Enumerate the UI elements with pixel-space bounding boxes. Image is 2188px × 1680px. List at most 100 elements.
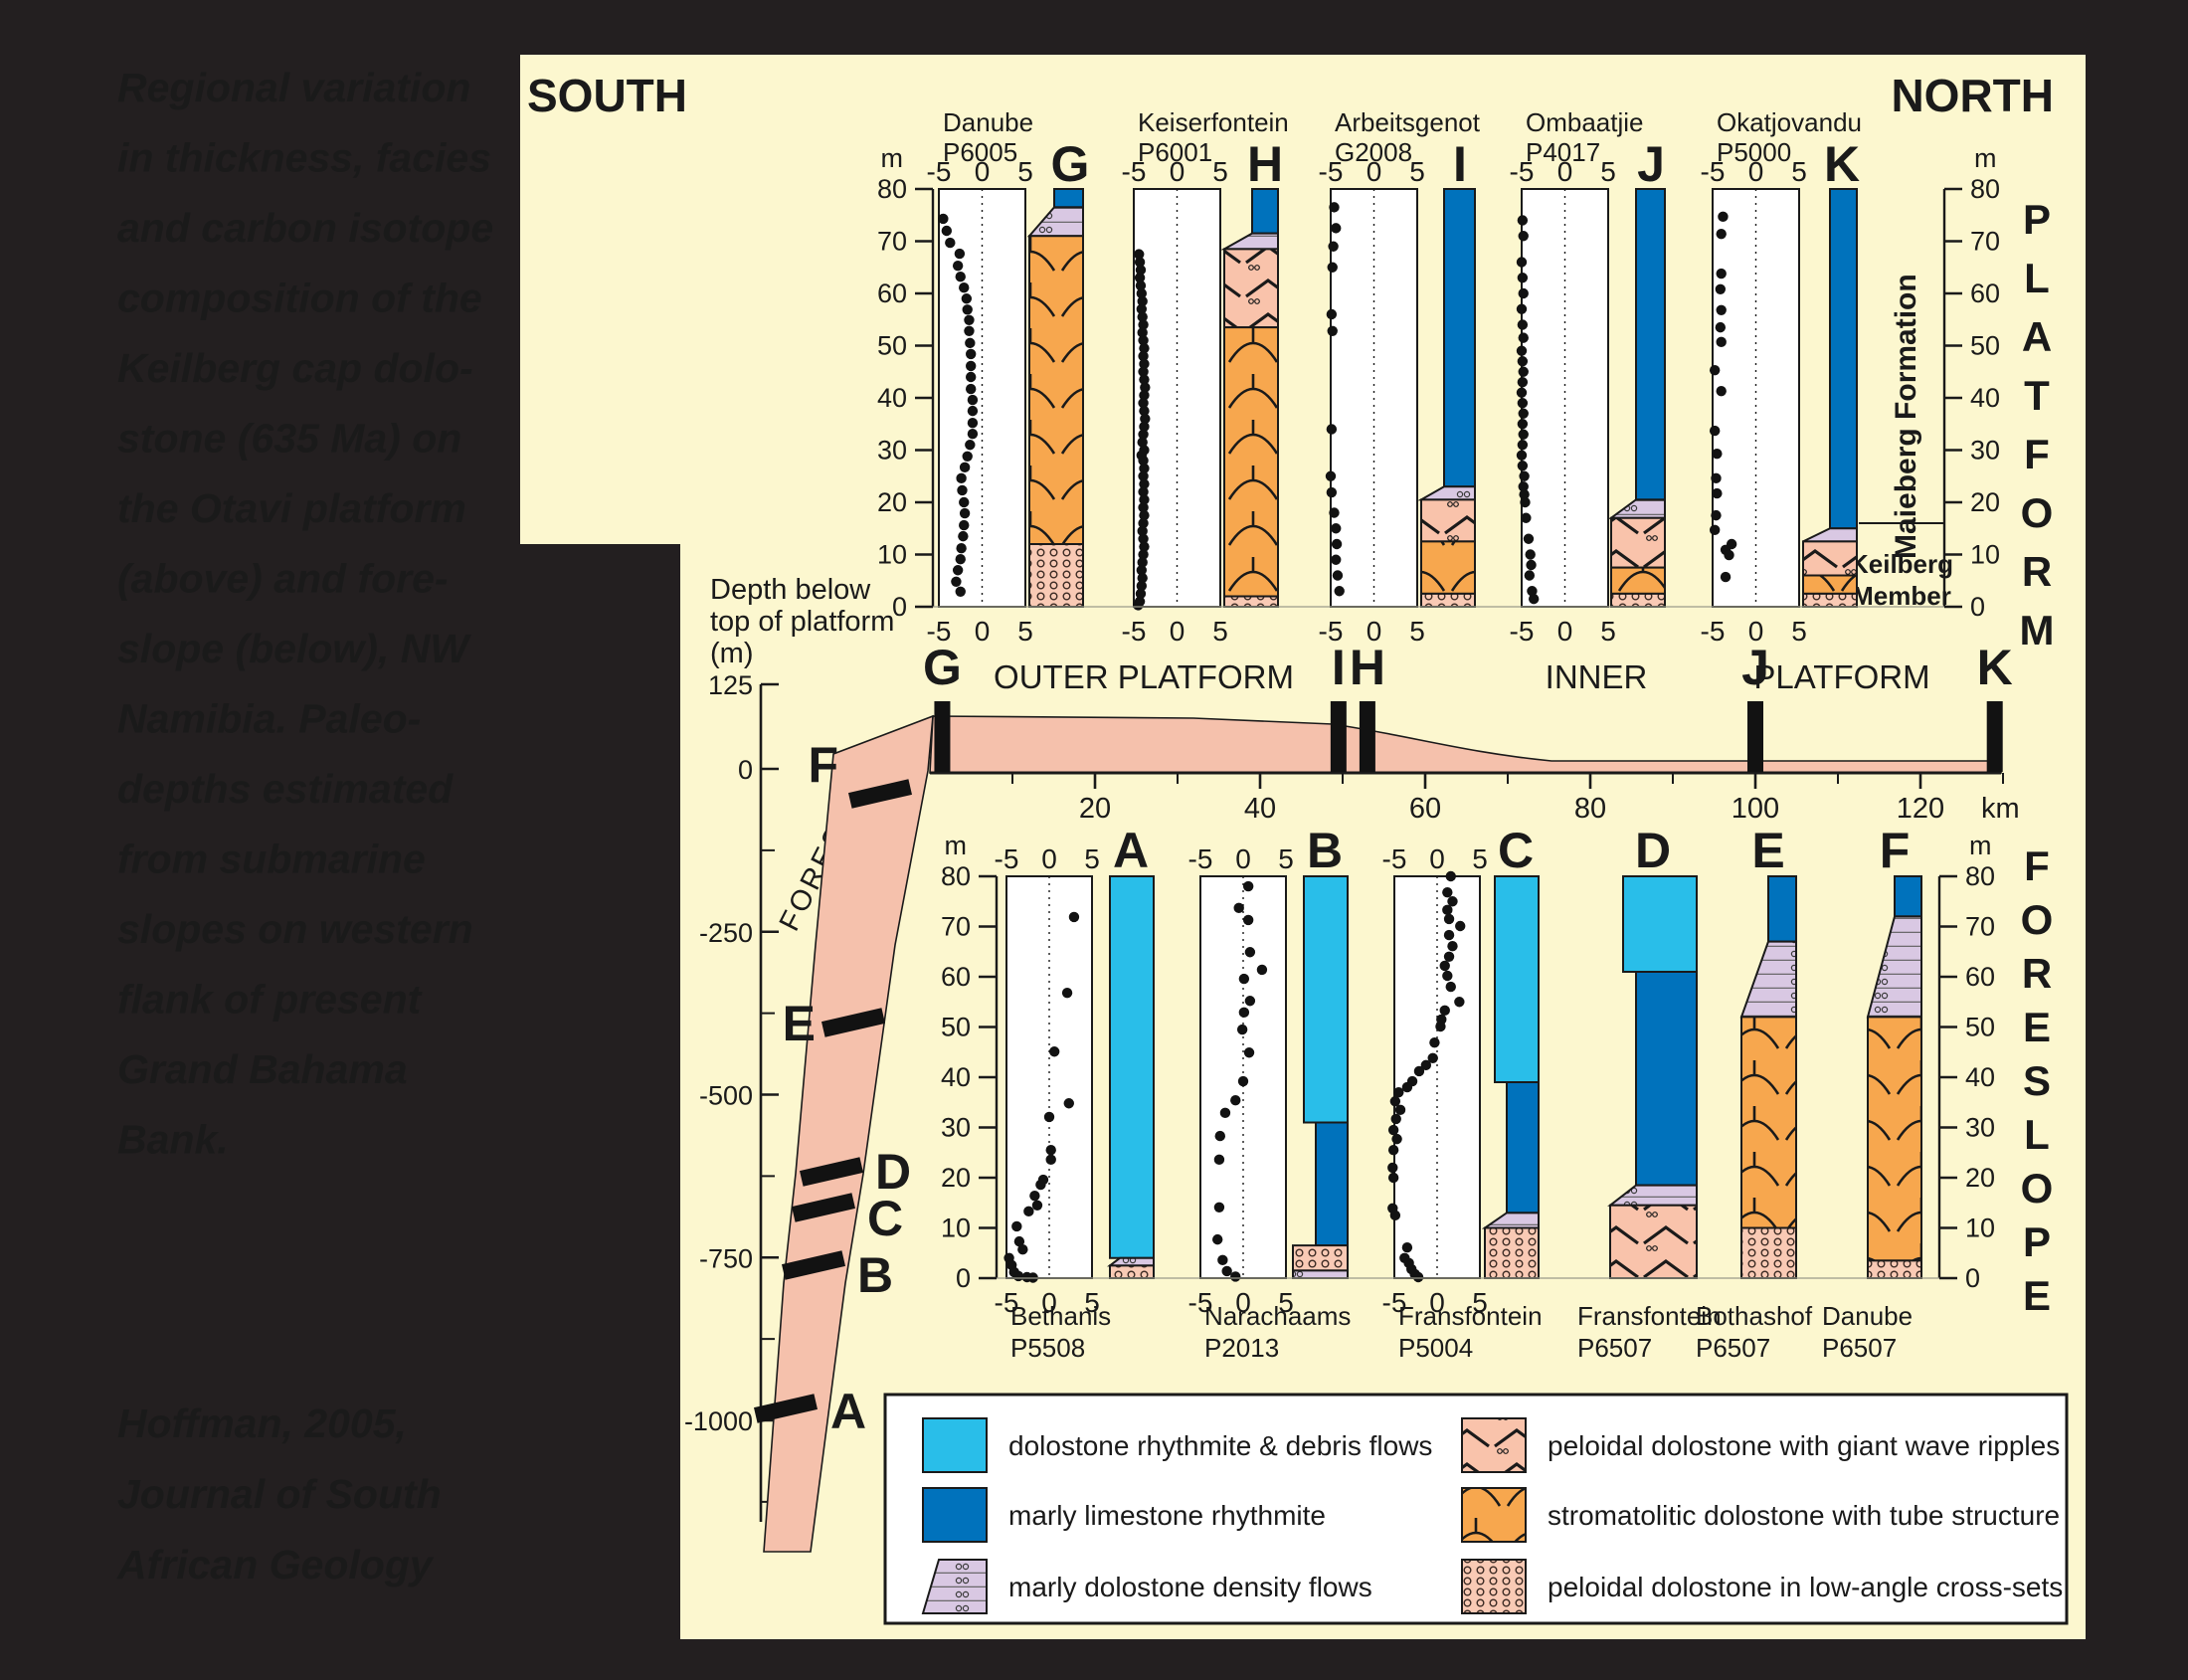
isotope-point	[955, 554, 966, 565]
isotope-point	[965, 337, 976, 349]
lith-layer-dots	[1867, 1259, 1922, 1279]
isotope-point	[1520, 496, 1531, 508]
legend-label: peloidal dolostone with giant wave rippl…	[1548, 1430, 2060, 1461]
isotope-point	[1517, 440, 1529, 451]
isotope-point	[1711, 509, 1722, 521]
slope-marker-A	[753, 1394, 819, 1423]
isotope-point	[1427, 1052, 1438, 1064]
lith-layer-blue	[1894, 875, 1922, 918]
legend-label: peloidal dolostone in low-angle cross-se…	[1548, 1572, 2063, 1602]
isotope-point	[1328, 241, 1339, 252]
isotope-point	[962, 304, 973, 315]
isotope-point	[1139, 358, 1150, 370]
label-maieberg-formation: Maieberg Formation	[1890, 274, 1922, 559]
isotope-point	[1136, 287, 1148, 299]
isotope-point	[1709, 524, 1721, 536]
isotope-point	[965, 360, 977, 372]
depth-tick-label: 0	[738, 755, 753, 785]
lith-layer-blue	[1635, 970, 1698, 1187]
legend-swatch-strom	[1461, 1487, 1527, 1543]
foreslope-vertical-letter: E	[2023, 1272, 2051, 1319]
isotope-tick-top: 5	[1600, 156, 1616, 187]
isotope-tick-top: 0	[1429, 843, 1445, 874]
isotope-point	[1516, 303, 1528, 314]
isotope-point	[1519, 470, 1530, 481]
isotope-tick-top: 5	[1472, 843, 1488, 874]
label-north: NORTH	[1891, 70, 2054, 121]
m-tick-label: 10	[1965, 1213, 1995, 1243]
isotope-point	[1061, 987, 1073, 999]
isotope-point	[1716, 268, 1727, 280]
isotope-point	[1230, 1095, 1241, 1106]
section-marker-K	[1986, 701, 2003, 772]
m-tick-label: 70	[1970, 227, 2000, 257]
legend-swatch-dots	[1461, 1559, 1527, 1614]
lith-layer-dots	[1484, 1226, 1540, 1279]
isotope-point	[1326, 308, 1338, 320]
isotope-point	[1138, 470, 1149, 481]
isotope-tick-top: -5	[1122, 156, 1147, 187]
isotope-point	[1447, 940, 1458, 952]
isotope-point	[1017, 1244, 1028, 1255]
isotope-point	[1139, 421, 1150, 433]
isotope-point	[1139, 541, 1150, 552]
isotope-point	[1135, 265, 1147, 276]
section-marker-letter: J	[1741, 640, 1769, 695]
isotope-tick-bottom: 5	[1472, 1287, 1488, 1318]
m-tick-label: 60	[1970, 279, 2000, 308]
caption-line: stone (635 Ma) on	[117, 416, 461, 462]
isotope-point	[1139, 463, 1150, 474]
isotope-point	[1517, 419, 1529, 430]
label-outer-platform: OUTER PLATFORM	[994, 658, 1294, 695]
isotope-point	[967, 429, 979, 440]
lith-layer-strom	[1420, 540, 1476, 595]
lith-layer-blue	[1767, 875, 1797, 943]
isotope-point	[1138, 429, 1149, 440]
isotope-point	[1716, 336, 1727, 348]
isotope-point	[941, 225, 953, 237]
platform-vertical-letter: A	[2022, 313, 2052, 360]
caption-line: (above) and fore-	[117, 556, 449, 602]
isotope-point	[1242, 914, 1254, 926]
isotope-tick-bottom: 0	[1235, 1287, 1251, 1318]
isotope-point	[1393, 1086, 1404, 1098]
lith-layer-cyan	[1622, 875, 1698, 973]
isotope-point	[1439, 1005, 1450, 1017]
lith-layer-strom	[1223, 326, 1279, 598]
isotope-point	[1329, 202, 1340, 213]
slope-marker-letter: E	[783, 996, 816, 1051]
isotope-point	[959, 519, 970, 531]
isotope-point	[1516, 345, 1528, 356]
isotope-point	[1413, 1065, 1425, 1077]
isotope-point	[1213, 1154, 1225, 1166]
column-letter: F	[1880, 823, 1911, 878]
m-tick-label: 0	[956, 1263, 971, 1293]
isotope-point	[1420, 1059, 1432, 1071]
isotope-point	[1401, 1241, 1413, 1253]
isotope-point	[1518, 287, 1529, 299]
isotope-point	[1140, 413, 1151, 425]
isotope-point	[1137, 295, 1148, 307]
isotope-point	[1048, 1046, 1060, 1057]
legend-label: stromatolitic dolostone with tube struct…	[1548, 1500, 2060, 1531]
lith-layer-dots	[1223, 595, 1279, 608]
foreslope-vertical-letter: O	[2021, 1165, 2054, 1212]
isotope-point	[1139, 405, 1150, 417]
foreslope-vertical-letter: L	[2024, 1111, 2050, 1158]
isotope-point	[1516, 450, 1528, 461]
foreslope-vertical-letter: O	[2021, 896, 2054, 943]
slope-marker-letter: A	[830, 1384, 866, 1439]
isotope-point	[957, 484, 968, 496]
legend-swatch-chevron	[1461, 1417, 1527, 1473]
m-tick-label: 30	[1965, 1113, 1995, 1143]
isotope-point	[1326, 486, 1338, 498]
isotope-point	[1136, 580, 1148, 592]
isotope-point	[1236, 1024, 1248, 1035]
isotope-tick-bottom: -5	[1510, 616, 1535, 647]
isotope-point	[1724, 549, 1734, 561]
isotope-point	[951, 576, 962, 587]
m-tick-label: 10	[877, 540, 907, 570]
caption-line: slopes on western	[117, 906, 473, 952]
column-letter: A	[1113, 823, 1149, 878]
isotope-point	[962, 451, 973, 462]
